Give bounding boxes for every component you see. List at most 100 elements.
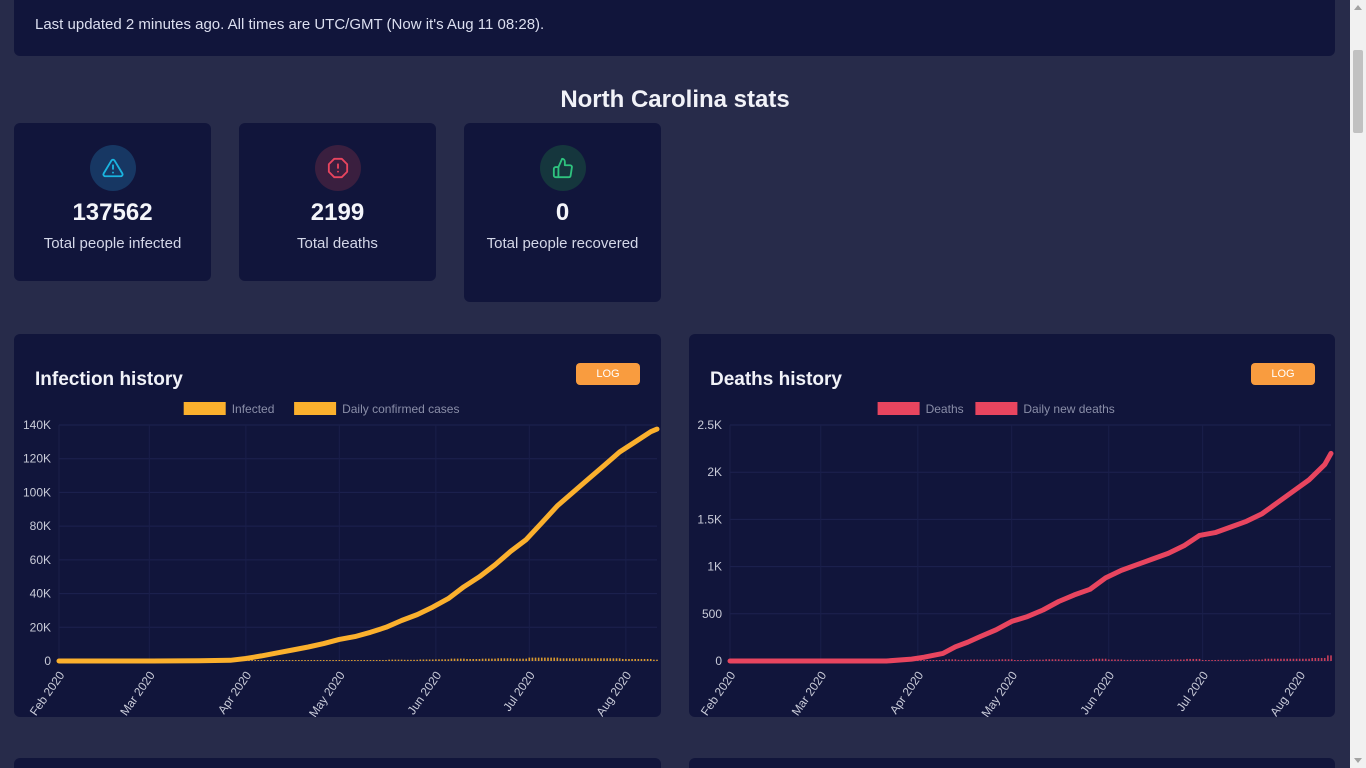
- daily-bar: [1283, 658, 1285, 661]
- daily-bar: [926, 660, 929, 661]
- daily-bar: [294, 660, 297, 661]
- daily-bar: [1148, 659, 1151, 661]
- daily-bar: [1208, 660, 1210, 661]
- daily-bar: [1245, 659, 1248, 661]
- daily-bar: [469, 658, 471, 661]
- y-tick-label: 0: [44, 654, 51, 668]
- daily-bar: [1320, 657, 1323, 661]
- stat-value: 2199: [310, 199, 365, 226]
- chart-title: Deaths history: [710, 369, 842, 390]
- daily-bar: [1170, 659, 1173, 661]
- daily-bar: [1129, 659, 1132, 661]
- daily-bar: [1067, 659, 1069, 661]
- daily-bar: [478, 658, 481, 661]
- log-scale-button[interactable]: LOG: [576, 363, 640, 385]
- daily-bar: [603, 658, 605, 661]
- x-tick-label: Feb 2020: [27, 668, 68, 717]
- x-tick-label: Feb 2020: [698, 668, 739, 717]
- legend-swatch: [975, 402, 1018, 415]
- daily-bar: [441, 659, 443, 661]
- daily-bar: [176, 660, 179, 661]
- daily-bar: [416, 659, 418, 661]
- daily-bar: [329, 660, 331, 661]
- daily-bar: [403, 659, 406, 661]
- daily-bar: [982, 659, 985, 661]
- daily-bar: [319, 660, 322, 661]
- daily-bar: [282, 660, 285, 661]
- stat-value: 137562: [72, 199, 153, 226]
- x-tick-label: Mar 2020: [117, 668, 158, 717]
- daily-bar: [1145, 659, 1148, 661]
- daily-bar: [1042, 659, 1044, 661]
- scroll-up-icon[interactable]: [1354, 5, 1362, 10]
- daily-bar: [354, 660, 356, 661]
- daily-bar: [1123, 659, 1126, 661]
- daily-bar: [631, 658, 633, 661]
- daily-bar: [1183, 659, 1185, 661]
- daily-bar: [431, 659, 434, 661]
- daily-bar: [167, 660, 169, 661]
- daily-bar: [310, 660, 313, 661]
- daily-bar: [895, 660, 897, 661]
- daily-bar: [1314, 657, 1317, 661]
- daily-bar: [1236, 659, 1238, 661]
- daily-bar: [917, 660, 919, 661]
- daily-bar: [428, 659, 431, 661]
- daily-bar: [935, 660, 938, 661]
- daily-bar: [301, 660, 303, 661]
- daily-bar: [522, 658, 524, 661]
- daily-bar: [347, 660, 350, 661]
- daily-bar: [519, 658, 521, 661]
- daily-bar: [1233, 659, 1235, 661]
- daily-bar: [516, 658, 518, 661]
- daily-bar: [649, 658, 652, 661]
- daily-bar: [901, 660, 903, 661]
- daily-bar: [1092, 658, 1094, 661]
- daily-bar: [379, 659, 381, 661]
- daily-bar: [945, 659, 947, 661]
- daily-bar: [1098, 658, 1101, 661]
- daily-bar: [621, 658, 624, 661]
- scrollbar-thumb[interactable]: [1353, 50, 1363, 133]
- daily-bar: [1001, 659, 1004, 661]
- deaths-history-card: Deaths history LOG Deaths Daily new death…: [689, 334, 1335, 717]
- daily-bar: [341, 660, 344, 661]
- daily-bar: [276, 660, 278, 661]
- daily-bar: [307, 660, 309, 661]
- daily-bar: [960, 659, 963, 661]
- daily-bar: [291, 660, 294, 661]
- y-tick-label: 20K: [30, 620, 51, 634]
- daily-bar: [1061, 659, 1063, 661]
- daily-bar: [898, 660, 900, 661]
- legend-label: Infected: [232, 402, 275, 416]
- last-updated-text: Last updated 2 minutes ago. All times ar…: [35, 16, 545, 33]
- daily-bar: [979, 659, 982, 661]
- scroll-down-icon[interactable]: [1354, 758, 1362, 763]
- stat-card-infected: 137562 Total people infected: [14, 123, 211, 281]
- daily-bar: [407, 659, 409, 661]
- daily-bar: [957, 659, 960, 661]
- daily-bar: [1242, 659, 1245, 661]
- warning-triangle-icon: [89, 145, 136, 191]
- daily-bar: [1007, 659, 1010, 661]
- daily-bar: [338, 660, 341, 661]
- log-scale-button[interactable]: LOG: [1251, 363, 1315, 385]
- daily-bar: [497, 658, 499, 661]
- daily-bar: [973, 659, 975, 661]
- daily-bar: [609, 658, 612, 661]
- daily-bar: [1142, 659, 1144, 661]
- daily-bar: [438, 659, 440, 661]
- legend-label: Daily new deaths: [1023, 402, 1114, 416]
- daily-bar: [1261, 659, 1263, 661]
- daily-bar: [182, 660, 185, 661]
- daily-bar: [273, 660, 275, 661]
- daily-bar: [1114, 659, 1116, 661]
- daily-bar: [413, 659, 415, 661]
- x-tick-label: Jul 2020: [1174, 668, 1212, 713]
- daily-bar: [932, 660, 935, 661]
- daily-bar: [400, 659, 403, 661]
- scrollbar[interactable]: [1350, 0, 1366, 768]
- daily-bar: [1117, 659, 1119, 661]
- daily-bar: [229, 660, 232, 661]
- daily-bar: [1192, 658, 1195, 661]
